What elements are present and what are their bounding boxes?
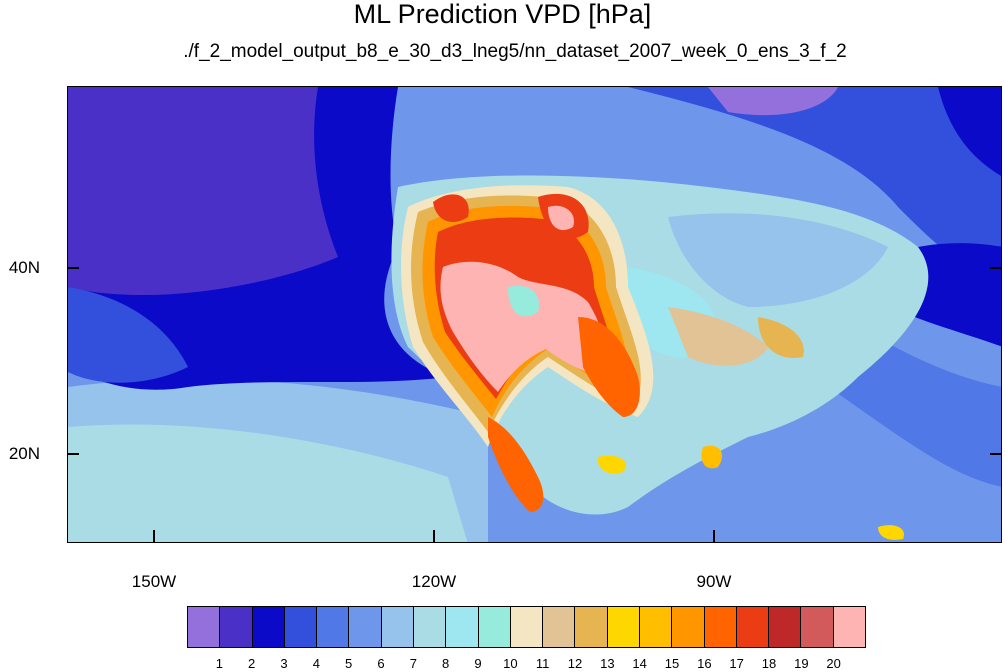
colorbar-label: 2 bbox=[248, 656, 256, 671]
lat-label-40n: 40N bbox=[8, 258, 40, 277]
colorbar-swatch bbox=[833, 607, 865, 647]
colorbar-label: 17 bbox=[729, 656, 744, 671]
lon-label-150w: 150W bbox=[131, 572, 177, 591]
north-purple bbox=[708, 87, 838, 116]
colorbar-label: 15 bbox=[664, 656, 680, 671]
lat-tick-40n-right bbox=[990, 267, 1002, 269]
colorbar-swatch bbox=[188, 607, 221, 647]
map-title: ML Prediction VPD [hPa] bbox=[353, 0, 652, 29]
colorbar-label: 19 bbox=[794, 656, 809, 671]
caribbean-spot bbox=[701, 445, 723, 469]
lon-label-120w: 120W bbox=[411, 572, 457, 591]
colorbar-swatch bbox=[381, 607, 414, 647]
tropical-band-light bbox=[68, 424, 468, 542]
lat-tick-20n-right bbox=[990, 453, 1002, 455]
lat-tick-40n-left bbox=[67, 267, 79, 269]
pacific-mid bbox=[68, 287, 188, 383]
colorbar-label: 1 bbox=[215, 656, 223, 671]
colorbar-label: 9 bbox=[474, 656, 482, 671]
northwest-hotspot bbox=[433, 194, 469, 222]
mexico-hot bbox=[488, 417, 544, 512]
colorbar-label: 16 bbox=[697, 656, 712, 671]
colorbar-swatch bbox=[349, 607, 382, 647]
south-spot bbox=[878, 525, 904, 540]
colorbar-swatch bbox=[510, 607, 544, 647]
colorbar-swatch bbox=[446, 607, 479, 647]
colorbar-swatch bbox=[607, 607, 640, 647]
colorbar-swatch bbox=[769, 607, 802, 647]
colorbar-label: 12 bbox=[567, 656, 583, 671]
colorbar-swatch bbox=[704, 607, 737, 647]
colorbar-swatch bbox=[543, 607, 576, 647]
cool-pocket bbox=[508, 285, 539, 317]
lon-tick-150w bbox=[153, 530, 155, 542]
map-subtitle: ./f_2_model_output_b8_e_30_d3_lneg5/nn_d… bbox=[183, 41, 847, 62]
colorbar-label: 14 bbox=[632, 656, 647, 671]
midsouth-warm bbox=[668, 307, 768, 366]
colorbar-swatch bbox=[252, 607, 285, 647]
texas-hot bbox=[578, 317, 640, 417]
colorbar-label: 11 bbox=[535, 656, 550, 671]
great-lakes-region bbox=[668, 213, 888, 307]
colorbar-label: 4 bbox=[312, 656, 320, 671]
lon-label-90w: 90W bbox=[696, 572, 732, 591]
vpd-map bbox=[67, 86, 1002, 543]
colorbar-label: 3 bbox=[280, 656, 288, 671]
colorbar-swatch bbox=[639, 607, 673, 647]
north-hotspot-core bbox=[548, 205, 574, 231]
colorbar-swatch bbox=[736, 607, 770, 647]
north-dark bbox=[628, 87, 1001, 287]
colorbar-label: 13 bbox=[600, 656, 615, 671]
hot-core-pink bbox=[440, 261, 608, 392]
colorbar bbox=[187, 606, 866, 648]
lat-label-20n: 20N bbox=[8, 444, 40, 463]
southeast-warm bbox=[758, 317, 804, 358]
pacific-darkest bbox=[68, 87, 338, 296]
colorbar-label: 8 bbox=[442, 656, 450, 671]
colorbar-swatch bbox=[575, 607, 608, 647]
colorbar-label: 6 bbox=[377, 656, 385, 671]
colorbar-label: 20 bbox=[826, 656, 841, 671]
lon-tick-90w bbox=[713, 530, 715, 542]
colorbar-swatch bbox=[284, 607, 318, 647]
colorbar-label: 5 bbox=[345, 656, 353, 671]
colorbar-swatch bbox=[220, 607, 253, 647]
colorbar-label: 7 bbox=[409, 656, 417, 671]
colorbar-swatch bbox=[672, 607, 705, 647]
lat-tick-20n-left bbox=[67, 453, 79, 455]
colorbar-swatch bbox=[317, 607, 350, 647]
colorbar-swatch bbox=[801, 607, 834, 647]
lon-tick-120w bbox=[433, 530, 435, 542]
colorbar-swatch bbox=[478, 607, 511, 647]
colorbar-label: 10 bbox=[503, 656, 518, 671]
northeast-darkest bbox=[938, 87, 1001, 176]
colorbar-swatch bbox=[413, 607, 447, 647]
vpd-contour-field bbox=[68, 87, 1001, 542]
colorbar-label: 18 bbox=[761, 656, 777, 671]
caribbean-spot-2 bbox=[597, 455, 627, 474]
